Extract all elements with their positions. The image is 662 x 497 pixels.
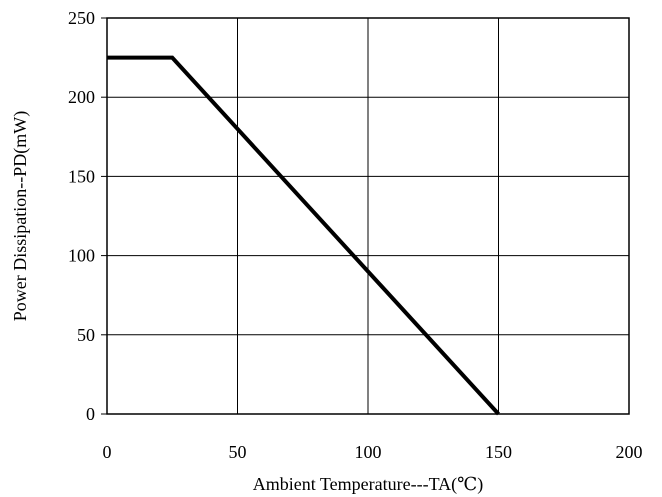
y-tick-label: 0 (86, 404, 95, 424)
grid-lines (101, 17, 630, 415)
x-tick-label: 100 (355, 442, 382, 462)
x-tick-label: 50 (229, 442, 247, 462)
y-tick-labels: 0 50 100 150 200 250 (68, 8, 95, 424)
x-axis-title: Ambient Temperature---TA(℃) (253, 474, 484, 495)
x-tick-label: 150 (485, 442, 512, 462)
x-tick-label: 200 (616, 442, 643, 462)
series-group (107, 55, 500, 416)
y-tick-label: 150 (68, 166, 95, 186)
x-tick-labels: 0 50 100 150 200 (103, 442, 643, 462)
y-axis-title: Power Dissipation--PD(mW) (10, 111, 31, 321)
plot-frame (106, 17, 630, 415)
y-tick-label: 250 (68, 8, 95, 28)
y-tick-label: 50 (77, 325, 95, 345)
y-tick-label: 100 (68, 246, 95, 266)
y-tick-label: 200 (68, 87, 95, 107)
x-tick-label: 0 (103, 442, 112, 462)
series-line (107, 55, 500, 416)
